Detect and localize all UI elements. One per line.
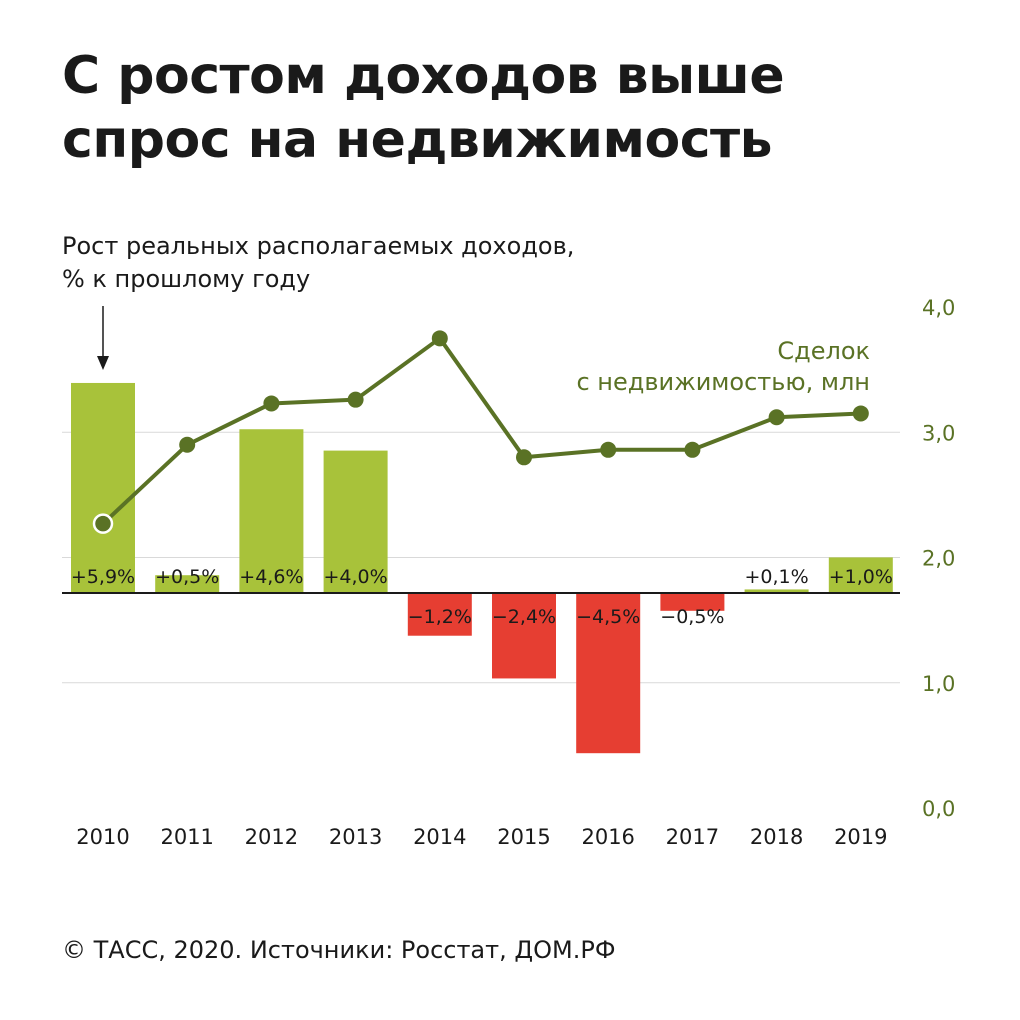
income-label-line-1: Рост реальных располагаемых доходов, <box>62 232 575 260</box>
title-line-2: спрос на недвижимость <box>62 110 773 170</box>
income-bar <box>576 593 641 754</box>
x-tick-label: 2019 <box>834 825 887 849</box>
pointer-arrow <box>97 306 109 370</box>
income-bar <box>71 382 135 593</box>
income-bar <box>492 593 556 679</box>
x-tick-label: 2011 <box>160 825 213 849</box>
bar-value-label: +0,1% <box>744 566 808 588</box>
chart-title: С ростом доходов выше спрос на недвижимо… <box>62 44 962 172</box>
x-axis-ticks: 2010 2011 2012 2013 2014 2015 2016 2017 2018 2019 <box>76 825 887 849</box>
y-tick-label: 2,0 <box>922 547 955 571</box>
deals-line <box>92 330 869 534</box>
bar-value-label: +5,9% <box>71 566 135 588</box>
deals-point <box>263 395 280 412</box>
deals-series-label: Сделок с недвижимостью, млн <box>576 336 870 398</box>
y-tick-label: 1,0 <box>922 672 955 696</box>
income-bar <box>828 557 893 593</box>
income-bar <box>239 429 304 593</box>
y-axis-right-ticks: 0,0 1,0 2,0 3,0 4,0 <box>922 296 955 821</box>
bar-value-label: −4,5% <box>576 606 640 628</box>
x-tick-label: 2017 <box>666 825 719 849</box>
grid-lines <box>62 431 900 684</box>
bar-value-label: +4,6% <box>239 566 303 588</box>
bar-value-label: −2,4% <box>492 606 556 628</box>
y-tick-label: 4,0 <box>922 296 955 320</box>
bar-value-label: +1,0% <box>829 566 893 588</box>
bar-value-label: −0,5% <box>660 606 724 628</box>
income-bar <box>407 593 472 636</box>
deals-label-line-2: с недвижимостью, млн <box>576 368 870 396</box>
title-line-1: С ростом доходов выше <box>62 46 785 106</box>
source-footer: © ТАСС, 2020. Источники: Росстат, ДОМ.РФ <box>62 936 616 964</box>
arrow-head <box>97 356 109 370</box>
deals-label-line-1: Сделок <box>777 337 870 365</box>
x-tick-label: 2012 <box>245 825 298 849</box>
income-bar <box>660 593 725 611</box>
deals-point <box>92 513 114 534</box>
deals-point <box>431 330 448 347</box>
deals-point <box>852 405 869 422</box>
deals-point <box>600 441 617 458</box>
bar-value-label: +4,0% <box>323 566 387 588</box>
deals-point <box>347 391 364 408</box>
income-series-label: Рост реальных располагаемых доходов, % к… <box>62 230 574 296</box>
deals-point <box>684 441 701 458</box>
deals-line-path <box>101 336 861 526</box>
x-tick-label: 2010 <box>76 825 129 849</box>
x-tick-label: 2018 <box>750 825 803 849</box>
deals-point <box>768 409 785 426</box>
x-tick-label: 2016 <box>581 825 634 849</box>
x-tick-label: 2014 <box>413 825 466 849</box>
x-tick-label: 2013 <box>329 825 382 849</box>
y-tick-label: 3,0 <box>922 421 955 445</box>
income-bar <box>744 589 809 593</box>
y-tick-label: 0,0 <box>922 797 955 821</box>
income-bar <box>323 450 388 593</box>
bar-value-labels: +5,9% +0,5% +4,6% +4,0% −1,2% −2,4% −4,5% −0,5%… <box>71 566 893 628</box>
bar-value-label: +0,5% <box>155 566 219 588</box>
deals-point <box>179 436 196 453</box>
income-bars <box>71 382 893 754</box>
deals-point <box>516 449 532 466</box>
income-bar <box>155 575 220 593</box>
income-label-line-2: % к прошлому году <box>62 265 311 293</box>
x-tick-label: 2015 <box>497 825 550 849</box>
bar-value-label: −1,2% <box>408 606 472 628</box>
